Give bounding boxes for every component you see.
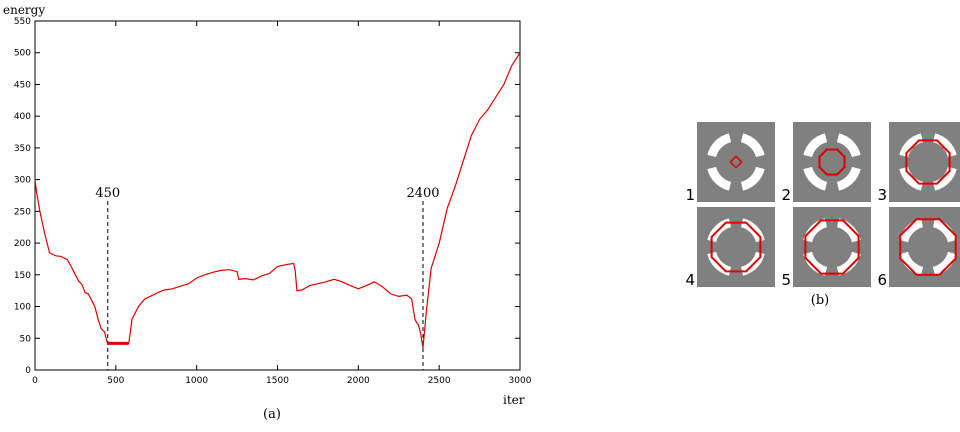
caption-b: (b) xyxy=(811,293,829,308)
tile-5: 5 xyxy=(781,207,871,289)
energy-series-line xyxy=(34,52,521,348)
y-tick-label: 200 xyxy=(14,239,31,249)
y-tick-label: 250 xyxy=(14,207,31,217)
tile-label: 5 xyxy=(781,271,791,289)
ring-arc xyxy=(836,251,861,276)
y-axis-ticks: 0 50 100 150 200 250 300 350 400 450 500 550 xyxy=(14,17,520,376)
x-tick-label: 1500 xyxy=(266,376,289,386)
tile-label: 1 xyxy=(685,186,695,204)
ring-arc xyxy=(932,166,957,191)
y-tick-label: 300 xyxy=(14,176,31,186)
ring-arc xyxy=(899,218,924,243)
y-tick-label: 0 xyxy=(25,366,31,376)
ring-arc xyxy=(836,166,861,191)
tile-background xyxy=(793,122,871,202)
ring-arc xyxy=(836,133,861,158)
ring-arc xyxy=(836,218,861,243)
ring-arc xyxy=(740,166,765,191)
tile-3: 3 xyxy=(877,122,960,204)
y-tick-label: 450 xyxy=(14,80,31,90)
tile-label: 6 xyxy=(877,271,887,289)
y-tick-label: 550 xyxy=(14,17,31,27)
contour-shape xyxy=(899,218,957,276)
contour-shape xyxy=(905,139,951,185)
ring-arc xyxy=(932,218,957,243)
tile-1: 1 xyxy=(685,122,775,204)
ring-arc xyxy=(707,166,732,191)
x-axis-label: iter xyxy=(503,393,525,407)
tile-background xyxy=(697,122,775,202)
tile-label: 4 xyxy=(685,271,695,289)
contour-shape xyxy=(729,155,743,169)
ring-arc xyxy=(932,251,957,276)
y-tick-label: 500 xyxy=(14,49,31,59)
y-tick-label: 150 xyxy=(14,271,31,281)
y-axis-label: energy xyxy=(3,3,45,17)
tile-label: 3 xyxy=(877,186,887,204)
ring-arc xyxy=(803,218,828,243)
y-tick-label: 350 xyxy=(14,144,31,154)
contour-shape xyxy=(804,219,860,275)
ring-arc xyxy=(899,133,924,158)
ring-arc xyxy=(740,133,765,158)
tile-2: 2 xyxy=(781,122,871,204)
contour-shape xyxy=(818,148,846,176)
ring-arc xyxy=(899,166,924,191)
x-tick-label: 2000 xyxy=(347,376,370,386)
ring-arc xyxy=(707,133,732,158)
ring-arc xyxy=(932,133,957,158)
tile-4: 4 xyxy=(685,207,775,289)
annotation-label: 2400 xyxy=(406,186,439,201)
y-tick-label: 100 xyxy=(14,303,31,313)
energy-chart: 0 50 100 150 200 250 300 350 400 450 500 550 0 500 10… xyxy=(3,3,532,422)
annotations: 450 2400 xyxy=(95,186,440,370)
tile-6: 6 xyxy=(877,207,960,289)
x-tick-label: 3000 xyxy=(509,376,532,386)
caption-a: (a) xyxy=(263,407,281,422)
tile-label: 2 xyxy=(781,186,791,204)
ring-arc xyxy=(803,251,828,276)
ring-arc xyxy=(803,133,828,158)
y-tick-label: 400 xyxy=(14,112,31,122)
x-tick-label: 0 xyxy=(32,376,38,386)
tile-background xyxy=(889,122,960,202)
x-axis-ticks: 0 500 1000 1500 2000 2500 3000 xyxy=(32,21,532,386)
tile-background xyxy=(697,207,775,287)
contour-evolution-panel: 1 2 3 4 5 6 xyxy=(685,122,960,289)
ring-arc xyxy=(899,251,924,276)
annotation-label: 450 xyxy=(95,186,120,201)
y-tick-label: 50 xyxy=(20,334,32,344)
x-tick-label: 1000 xyxy=(185,376,208,386)
contour-shape xyxy=(710,221,762,273)
x-tick-label: 500 xyxy=(107,376,124,386)
ring-arc xyxy=(803,166,828,191)
x-tick-label: 2500 xyxy=(428,376,451,386)
